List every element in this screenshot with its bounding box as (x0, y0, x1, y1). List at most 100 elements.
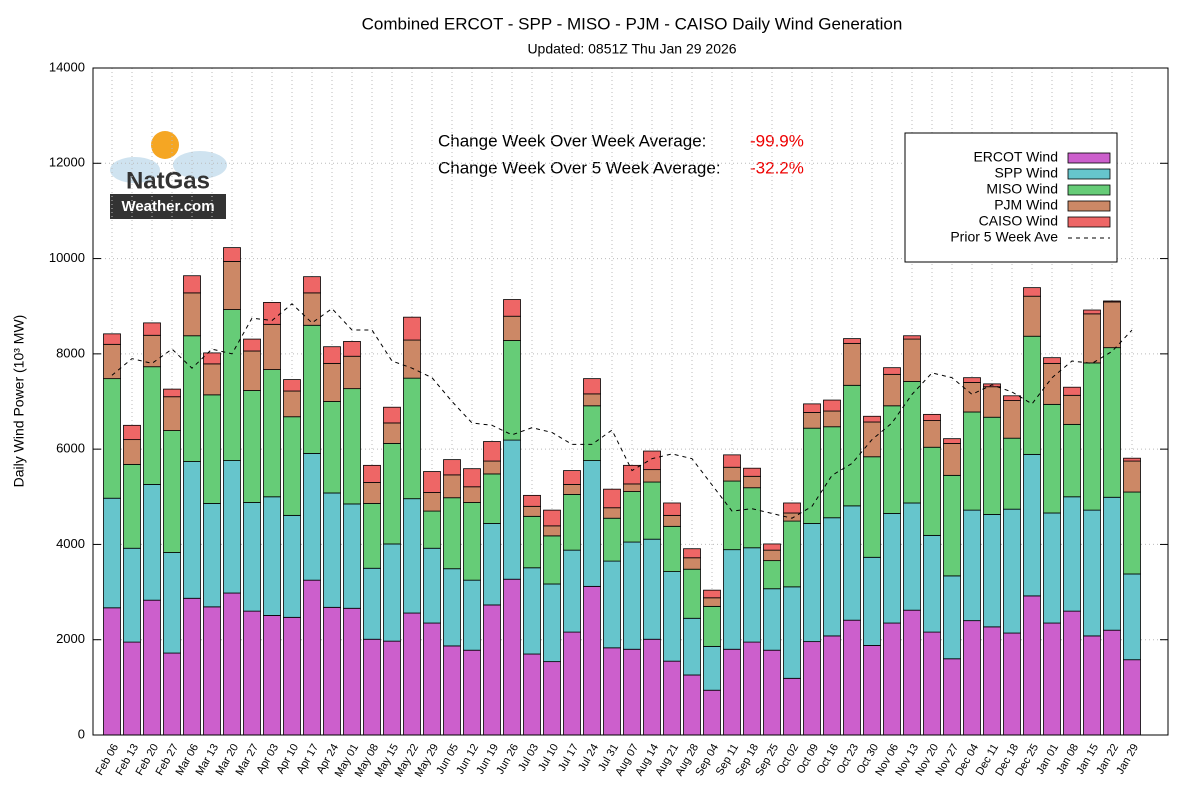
bar-segment (163, 396, 181, 431)
bar-segment (243, 610, 261, 736)
bar-segment (423, 547, 441, 624)
bar-segment (883, 513, 901, 624)
bar-segment (1103, 347, 1121, 498)
bar-segment (583, 460, 601, 587)
bar-segment (1083, 362, 1101, 511)
bar-segment (403, 377, 421, 500)
bar-segment (163, 652, 181, 736)
bar-segment (323, 362, 341, 402)
bar-segment (703, 689, 721, 736)
bar-segment (283, 514, 301, 618)
bar-segment (463, 649, 481, 736)
bar-segment (563, 631, 581, 736)
bar-segment (303, 324, 321, 454)
bar-segment (643, 469, 661, 483)
bar-segment (943, 438, 961, 444)
bar-segment (263, 369, 281, 498)
bar-segment (263, 615, 281, 736)
average-line (111, 303, 1133, 519)
bar-segment (983, 626, 1001, 736)
bar-segment (1083, 635, 1101, 736)
bar-segment (323, 492, 341, 608)
bar-segment (663, 502, 681, 516)
bar-segment (1023, 295, 1041, 337)
bar-segment (563, 470, 581, 485)
bar-segment (463, 486, 481, 503)
bar-segment (303, 579, 321, 736)
bar-segment (1063, 496, 1081, 612)
bar-segment (363, 638, 381, 736)
bar-segment (763, 549, 781, 562)
bar-segment (263, 323, 281, 370)
bar-segment (1023, 287, 1041, 297)
bar-segment (403, 339, 421, 379)
bar-segment (923, 446, 941, 536)
bar-segment (103, 333, 121, 345)
legend-label: Prior 5 Week Ave (950, 229, 1058, 245)
bar-segment (583, 393, 601, 407)
bar-segment (263, 302, 281, 325)
bar-segment (963, 382, 981, 413)
bar-segment (1003, 632, 1021, 736)
bar-segment (743, 475, 761, 489)
bar-segment (483, 604, 501, 736)
bar-segment (303, 453, 321, 581)
legend-label: ERCOT Wind (973, 149, 1058, 165)
bar-segment (743, 547, 761, 643)
bar-segment (183, 335, 201, 462)
bar-segment (403, 316, 421, 341)
bar-segment (943, 474, 961, 577)
bar-segment (603, 507, 621, 519)
legend-swatch (1067, 152, 1111, 164)
bar-segment (1103, 301, 1121, 349)
bar-segment (943, 575, 961, 660)
bar-segment (683, 568, 701, 619)
bar-segment (843, 619, 861, 736)
bar-segment (703, 589, 721, 599)
bar-segment (263, 496, 281, 616)
bar-segment (543, 525, 561, 537)
bar-segment (963, 620, 981, 736)
bar-segment (163, 552, 181, 654)
bar-segment (723, 549, 741, 650)
bar-segment (283, 379, 301, 392)
bar-segment (803, 412, 821, 429)
bar-segment (203, 606, 221, 736)
legend-label: SPP Wind (994, 165, 1058, 181)
bar-segment (463, 468, 481, 488)
bar-segment (123, 463, 141, 549)
bar-segment (323, 401, 341, 494)
bar-segment (763, 649, 781, 736)
logo-text: Weather.com (121, 198, 214, 215)
chart-title: Combined ERCOT - SPP - MISO - PJM - CAIS… (362, 14, 903, 33)
bar-segment (823, 399, 841, 412)
bar-segment (1003, 437, 1021, 510)
bar-segment (203, 503, 221, 608)
bar-segment (803, 427, 821, 524)
legend-swatch (1067, 200, 1111, 212)
bar-segment (963, 509, 981, 622)
bar-segment (1003, 395, 1021, 401)
bar-segment (343, 607, 361, 736)
bar-segment (663, 571, 681, 662)
bar-segment (623, 648, 641, 736)
bar-segment (1023, 595, 1041, 736)
bar-segment (423, 510, 441, 549)
logo: NatGas Weather.com (110, 131, 227, 219)
bar-segment (623, 464, 641, 485)
bar-segment (503, 315, 521, 341)
bar-segment (643, 538, 661, 640)
bar-segment (383, 406, 401, 424)
bar-segment (863, 456, 881, 558)
bar-segment (443, 459, 461, 476)
bar-segment (103, 378, 121, 499)
bar-segment (783, 520, 801, 588)
bar-segment (503, 578, 521, 736)
bar-segment (783, 586, 801, 679)
bar-segment (803, 641, 821, 736)
bar-segment (143, 322, 161, 336)
bar-segment (563, 483, 581, 495)
bar-segment (783, 677, 801, 736)
bar-segment (523, 653, 541, 736)
